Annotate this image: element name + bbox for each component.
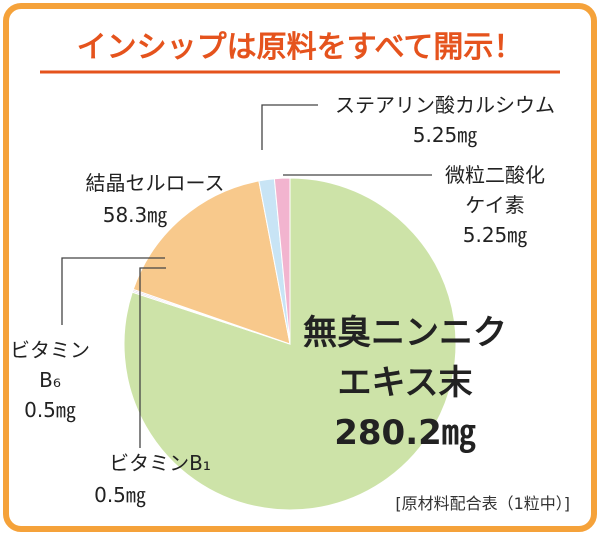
- chart-title: インシップは原料をすべて開示！: [76, 30, 524, 65]
- value-label: 0.5㎎: [24, 398, 76, 422]
- slice-label: 結晶セルロース: [85, 171, 225, 195]
- value-label: 0.5㎎: [94, 483, 146, 507]
- frame: [3, 3, 597, 532]
- value-label: 5.25㎎: [462, 223, 528, 247]
- slice-label: ビタミン B₆: [10, 338, 90, 392]
- slice-label: 微粒二酸化 ケイ素: [445, 163, 545, 217]
- pie-slice: [132, 180, 291, 345]
- value-label: 58.3㎎: [102, 203, 168, 227]
- leaders: [61, 104, 432, 448]
- note: [原材料配合表（1粒中）]: [395, 494, 570, 513]
- slice-label: ステアリン酸カルシウム: [335, 93, 555, 117]
- slice-label: ビタミンB₁: [109, 451, 211, 475]
- pie-slice: [273, 177, 291, 345]
- slice-label: 無臭ニンニク エキス末: [303, 313, 507, 403]
- value-label: 280.2㎎: [334, 413, 476, 453]
- value-label: 5.25㎎: [412, 123, 478, 147]
